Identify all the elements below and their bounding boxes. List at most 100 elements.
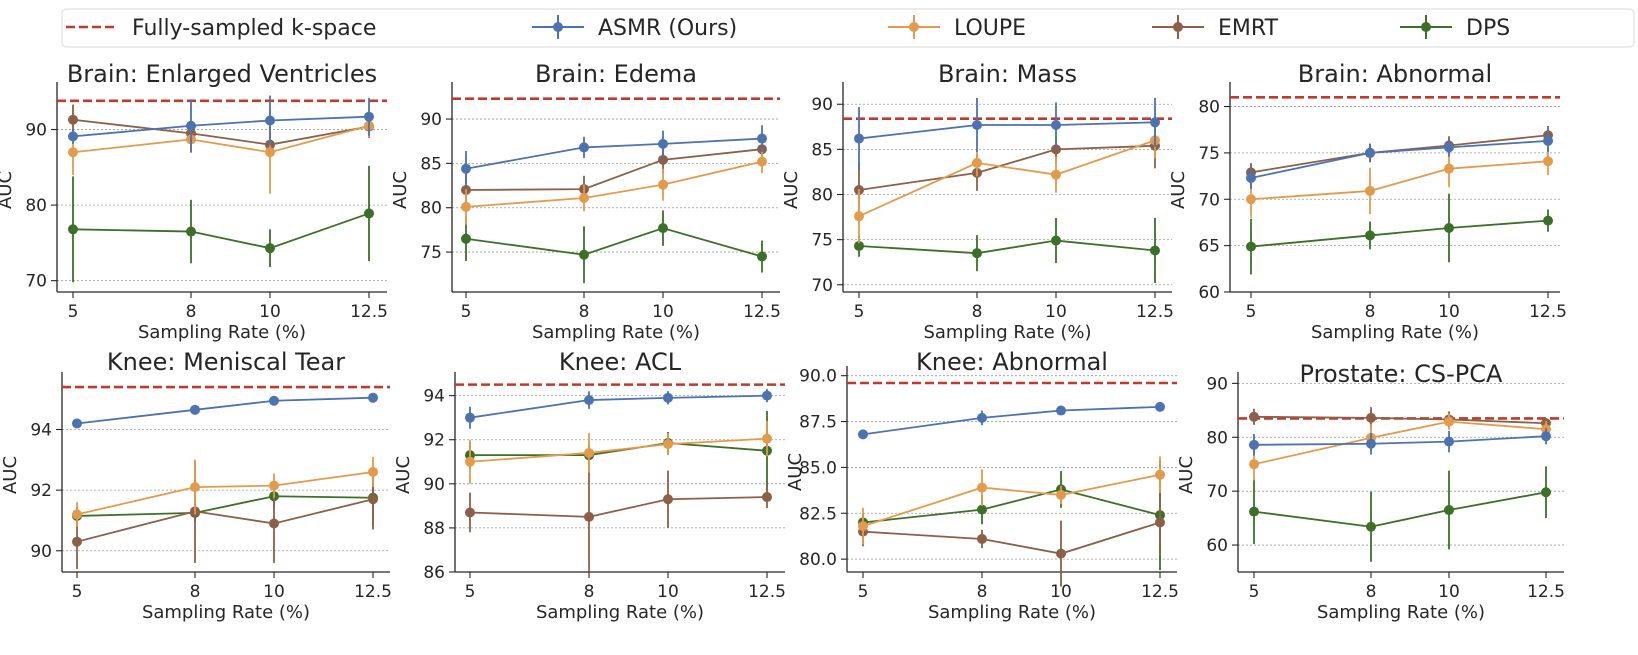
x-tick-label: 8 (579, 302, 590, 322)
series-line (76, 498, 374, 543)
data-point (269, 480, 279, 491)
x-tick-label: 5 (465, 582, 476, 602)
panel-prostate-cs-pca: Prostate: CS-PCA 60 70 80 90 5 8 10 12.5 Sampling… (1176, 360, 1565, 623)
series-dps (854, 217, 1160, 283)
x-axis-label: Sampling Rate (%) (138, 322, 306, 343)
data-point (757, 156, 767, 167)
data-point (762, 492, 772, 503)
data-point (1150, 245, 1160, 256)
series-loupe (461, 150, 767, 225)
data-point (1249, 411, 1259, 422)
panel-title: Prostate: CS-PCA (1300, 360, 1503, 388)
y-tick-label: 94 (30, 421, 52, 441)
series-line (858, 144, 1156, 191)
data-point (972, 120, 982, 131)
y-tick-label: 82.5 (799, 504, 837, 524)
x-tick-label: 12.5 (1136, 302, 1174, 322)
legend-frame (61, 8, 1635, 48)
data-point (1444, 163, 1454, 174)
y-tick-label: 94 (423, 387, 445, 407)
data-point (68, 147, 78, 158)
series-asmr-ours (858, 401, 1165, 440)
data-point (1249, 459, 1259, 470)
data-point (364, 208, 374, 219)
data-point (186, 120, 196, 131)
data-point (1543, 156, 1553, 167)
panel-title: Brain: Enlarged Ventricles (67, 60, 377, 88)
series-line (469, 496, 768, 518)
y-axis-label: AUC (0, 456, 21, 494)
data-point (972, 248, 982, 259)
y-tick-label: 60 (1206, 536, 1228, 556)
x-tick-label: 5 (72, 582, 83, 602)
data-point (663, 494, 673, 505)
data-point (658, 179, 668, 190)
data-point (1444, 223, 1454, 234)
data-point (1155, 517, 1165, 528)
legend-swatch-marker (909, 22, 919, 32)
y-tick-label: 90 (423, 475, 445, 495)
legend-label: EMRT (1218, 16, 1279, 41)
data-point (1444, 436, 1454, 447)
data-point (1056, 548, 1066, 559)
x-tick-label: 5 (854, 302, 865, 322)
y-tick-label: 90 (30, 542, 52, 562)
x-tick-label: 10 (259, 302, 281, 322)
y-tick-label: 65 (1198, 237, 1220, 257)
y-tick-label: 90 (25, 121, 47, 141)
y-axis-label: AUC (785, 453, 806, 491)
data-point (757, 251, 767, 262)
data-point (68, 131, 78, 142)
series-line (465, 137, 763, 170)
series-loupe (465, 420, 772, 484)
legend-item-dps: DPS (1400, 15, 1510, 41)
data-point (465, 507, 475, 518)
y-tick-label: 80.0 (799, 550, 837, 570)
data-point (72, 418, 82, 429)
data-point (68, 224, 78, 235)
y-tick-label: 90.0 (799, 367, 837, 387)
series-line (76, 396, 374, 425)
data-point (465, 412, 475, 423)
x-tick-label: 12.5 (1141, 582, 1179, 602)
data-point (186, 226, 196, 237)
data-point (190, 482, 200, 493)
y-tick-label: 85 (420, 154, 442, 174)
data-point (972, 157, 982, 168)
panel-brain-edema: Brain: Edema 75 80 85 90 5 8 10 12.5 Sampling Rat… (390, 60, 781, 343)
x-tick-label: 5 (461, 302, 472, 322)
series-line (1250, 219, 1549, 248)
series-dps (858, 460, 1165, 571)
series-dps (1249, 466, 1551, 562)
series-line (72, 115, 370, 138)
data-point (1543, 135, 1553, 146)
data-point (1444, 505, 1454, 516)
data-point (579, 249, 589, 260)
series-line (465, 148, 763, 191)
panel-brain-abnormal: Brain: Abnormal 60 65 70 75 80 5 8 10 12.5 Samplin… (1168, 60, 1567, 343)
legend-label: DPS (1466, 16, 1510, 41)
data-point (265, 115, 275, 126)
data-point (858, 429, 868, 440)
data-point (368, 466, 378, 477)
x-axis-label: Sampling Rate (%) (532, 322, 700, 343)
legend-label: Fully-sampled k-space (132, 16, 376, 41)
legend-item-emrt: EMRT (1152, 15, 1279, 41)
panel-knee-meniscal-tear: Knee: Meniscal Tear 90 92 94 5 8 10 12.5 Samplin… (0, 348, 392, 623)
data-point (1365, 185, 1375, 196)
series-asmr-ours (68, 95, 374, 153)
data-point (1541, 487, 1551, 498)
data-point (465, 456, 475, 467)
series-line (862, 405, 1161, 436)
y-tick-label: 70 (1206, 482, 1228, 502)
y-tick-label: 80 (25, 196, 47, 216)
data-point (762, 390, 772, 401)
legend-swatch-marker (1421, 22, 1431, 32)
y-tick-label: 85 (811, 140, 833, 160)
x-tick-label: 5 (1246, 302, 1257, 322)
series-line (1250, 134, 1549, 174)
panel-title: Brain: Abnormal (1298, 60, 1492, 88)
series-line (1253, 491, 1547, 528)
series-dps (1246, 193, 1553, 275)
series-loupe (1246, 147, 1553, 218)
